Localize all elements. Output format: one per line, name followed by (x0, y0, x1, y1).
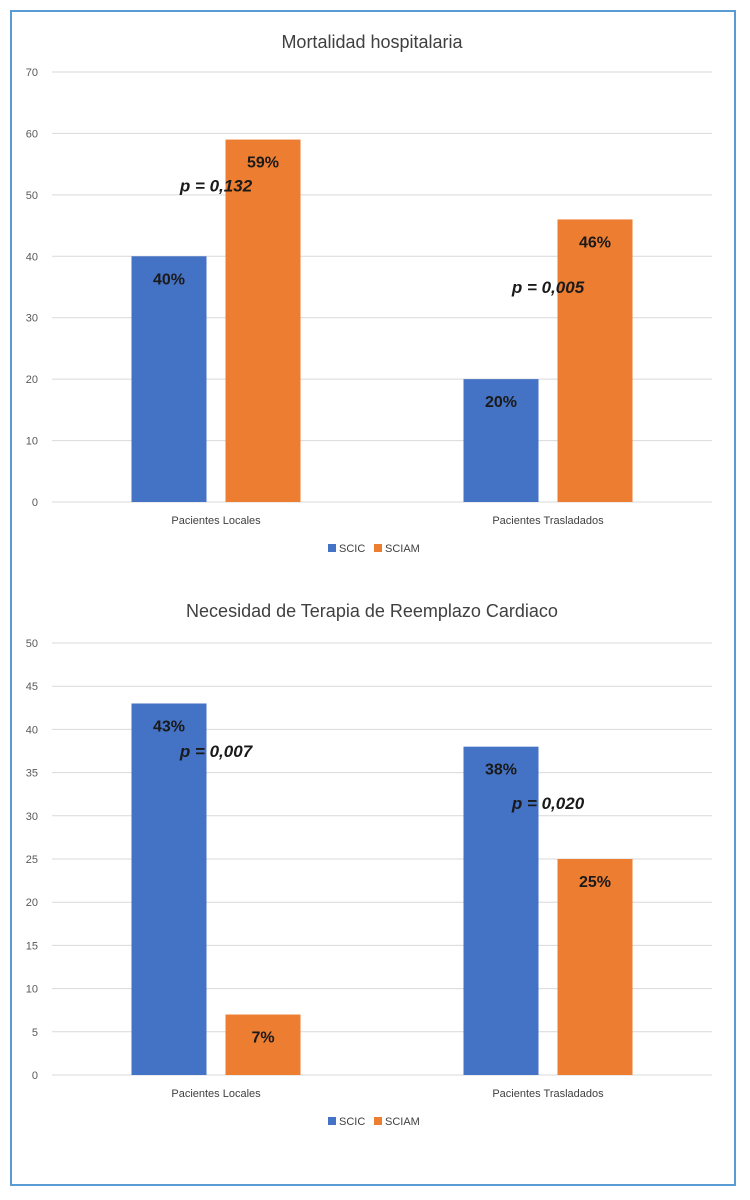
y-tick-label: 70 (26, 67, 38, 79)
p-value-annotation: p = 0,020 (511, 794, 585, 813)
category-label: Pacientes Locales (171, 515, 261, 527)
legend-swatch (374, 544, 382, 552)
y-tick-label: 30 (26, 313, 38, 325)
data-label: 38% (485, 762, 517, 779)
bar-scic (463, 379, 539, 502)
figure-frame (10, 10, 736, 1186)
y-tick-label: 30 (26, 811, 38, 823)
data-label: 59% (247, 155, 279, 172)
bar-sciam (557, 219, 633, 502)
bar-scic (463, 746, 539, 1075)
y-tick-label: 45 (26, 681, 38, 693)
y-tick-label: 20 (26, 374, 38, 386)
y-tick-label: 15 (26, 940, 38, 952)
bar-sciam (225, 1014, 301, 1075)
y-tick-label: 5 (32, 1027, 38, 1039)
chart-title: Mortalidad hospitalaria (281, 32, 463, 52)
data-label: 43% (153, 718, 185, 735)
bar-sciam (225, 139, 301, 503)
y-tick-label: 0 (32, 1070, 38, 1082)
y-tick-label: 40 (26, 251, 38, 263)
category-label: Pacientes Trasladados (492, 1088, 604, 1100)
y-tick-label: 35 (26, 768, 38, 780)
data-label: 46% (579, 234, 611, 251)
legend-label: SCIAM (385, 543, 420, 555)
y-tick-label: 25 (26, 854, 38, 866)
y-tick-label: 10 (26, 436, 38, 448)
chart-title: Necesidad de Terapia de Reemplazo Cardia… (186, 601, 558, 621)
y-tick-label: 50 (26, 638, 38, 650)
p-value-annotation: p = 0,132 (179, 177, 253, 196)
category-label: Pacientes Trasladados (492, 515, 604, 527)
data-label: 25% (579, 874, 611, 891)
bar-scic (131, 703, 207, 1075)
y-tick-label: 10 (26, 984, 38, 996)
bar-sciam (557, 859, 633, 1075)
legend-label: SCIC (339, 543, 365, 555)
p-value-annotation: p = 0,007 (179, 742, 254, 761)
legend-label: SCIC (339, 1116, 365, 1128)
p-value-annotation: p = 0,005 (511, 278, 585, 297)
data-label: 40% (153, 271, 185, 288)
legend-swatch (328, 544, 336, 552)
chart-mortalidad: Mortalidad hospitalaria 0 10 20 30 40 50 60 70 4… (26, 32, 712, 555)
y-tick-label: 50 (26, 190, 38, 202)
data-label: 7% (251, 1030, 274, 1047)
y-tick-label: 40 (26, 724, 38, 736)
legend-label: SCIAM (385, 1116, 420, 1128)
data-label: 20% (485, 394, 517, 411)
bar-scic (131, 256, 207, 502)
y-tick-label: 20 (26, 897, 38, 909)
legend-swatch (374, 1117, 382, 1125)
category-label: Pacientes Locales (171, 1088, 261, 1100)
legend-swatch (328, 1117, 336, 1125)
chart-terapia-reemplazo: Necesidad de Terapia de Reemplazo Cardia… (26, 601, 712, 1128)
y-tick-label: 0 (32, 497, 38, 509)
y-tick-label: 60 (26, 128, 38, 140)
